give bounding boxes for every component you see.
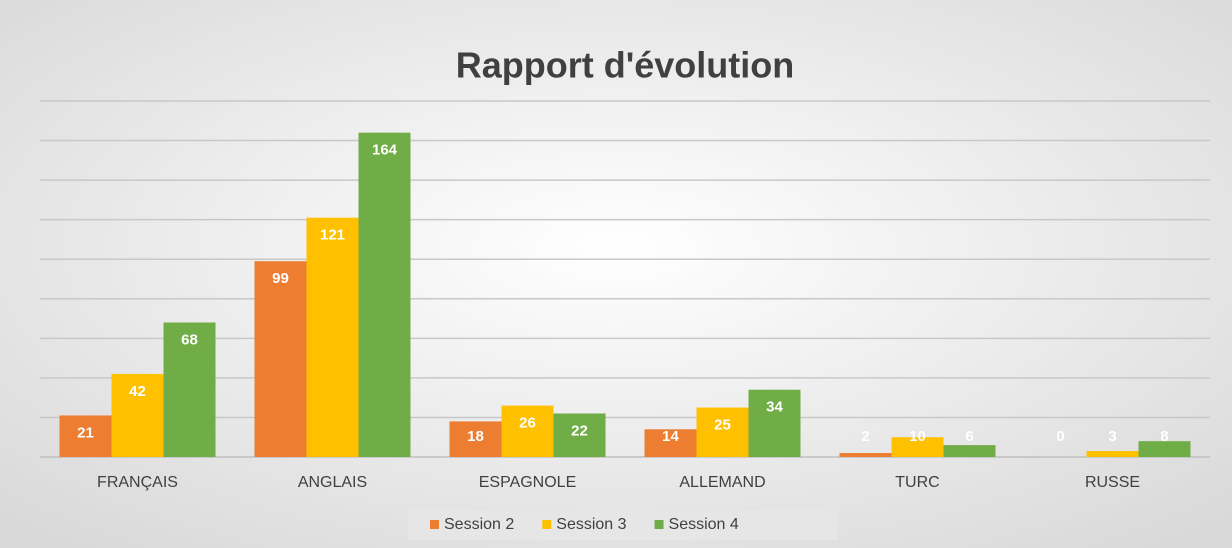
bar — [891, 437, 944, 457]
legend-label: Session 3 — [556, 516, 626, 533]
data-label: 99 — [272, 270, 289, 287]
data-label: 2 — [861, 428, 869, 445]
data-label: 18 — [467, 428, 484, 445]
data-label: 21 — [77, 424, 94, 441]
data-label: 34 — [766, 399, 783, 416]
legend-label: Session 2 — [444, 516, 514, 533]
data-label: 14 — [662, 428, 679, 445]
bar — [553, 413, 606, 457]
legend-box — [408, 510, 838, 540]
bar — [943, 445, 996, 457]
data-label: 42 — [129, 383, 146, 400]
bar — [254, 261, 307, 457]
bar — [1138, 441, 1191, 457]
data-label: 26 — [519, 415, 536, 432]
bar — [501, 405, 554, 457]
data-label: 121 — [320, 227, 345, 244]
x-tick-label: FRANÇAIS — [97, 474, 178, 491]
bar — [839, 453, 892, 457]
data-label: 3 — [1108, 428, 1116, 445]
legend-swatch — [654, 520, 664, 529]
data-label: 0 — [1056, 428, 1064, 445]
bar — [111, 373, 164, 457]
x-tick-label: ALLEMAND — [679, 474, 765, 491]
bar — [1086, 451, 1139, 457]
bar — [644, 429, 697, 457]
x-tick-label: TURC — [895, 474, 939, 491]
data-label: 22 — [571, 422, 588, 439]
x-tick-label: RUSSE — [1085, 474, 1140, 491]
x-tick-label: ANGLAIS — [298, 474, 367, 491]
data-label: 25 — [714, 417, 731, 434]
bar — [59, 415, 112, 457]
data-label: 164 — [372, 142, 398, 159]
bar — [163, 322, 216, 457]
data-label: 68 — [181, 331, 198, 348]
bar — [748, 389, 801, 457]
chart-title: Rapport d'évolution — [456, 45, 795, 86]
legend-label: Session 4 — [669, 516, 739, 533]
legend-swatch — [542, 520, 552, 529]
data-label: 8 — [1160, 428, 1168, 445]
x-tick-label: ESPAGNOLE — [479, 474, 577, 491]
bar — [306, 217, 359, 457]
legend-swatch — [430, 520, 439, 529]
bar — [696, 407, 749, 457]
data-label: 6 — [965, 428, 973, 445]
bar — [449, 421, 502, 457]
bar — [358, 132, 411, 457]
data-label: 10 — [909, 428, 926, 445]
